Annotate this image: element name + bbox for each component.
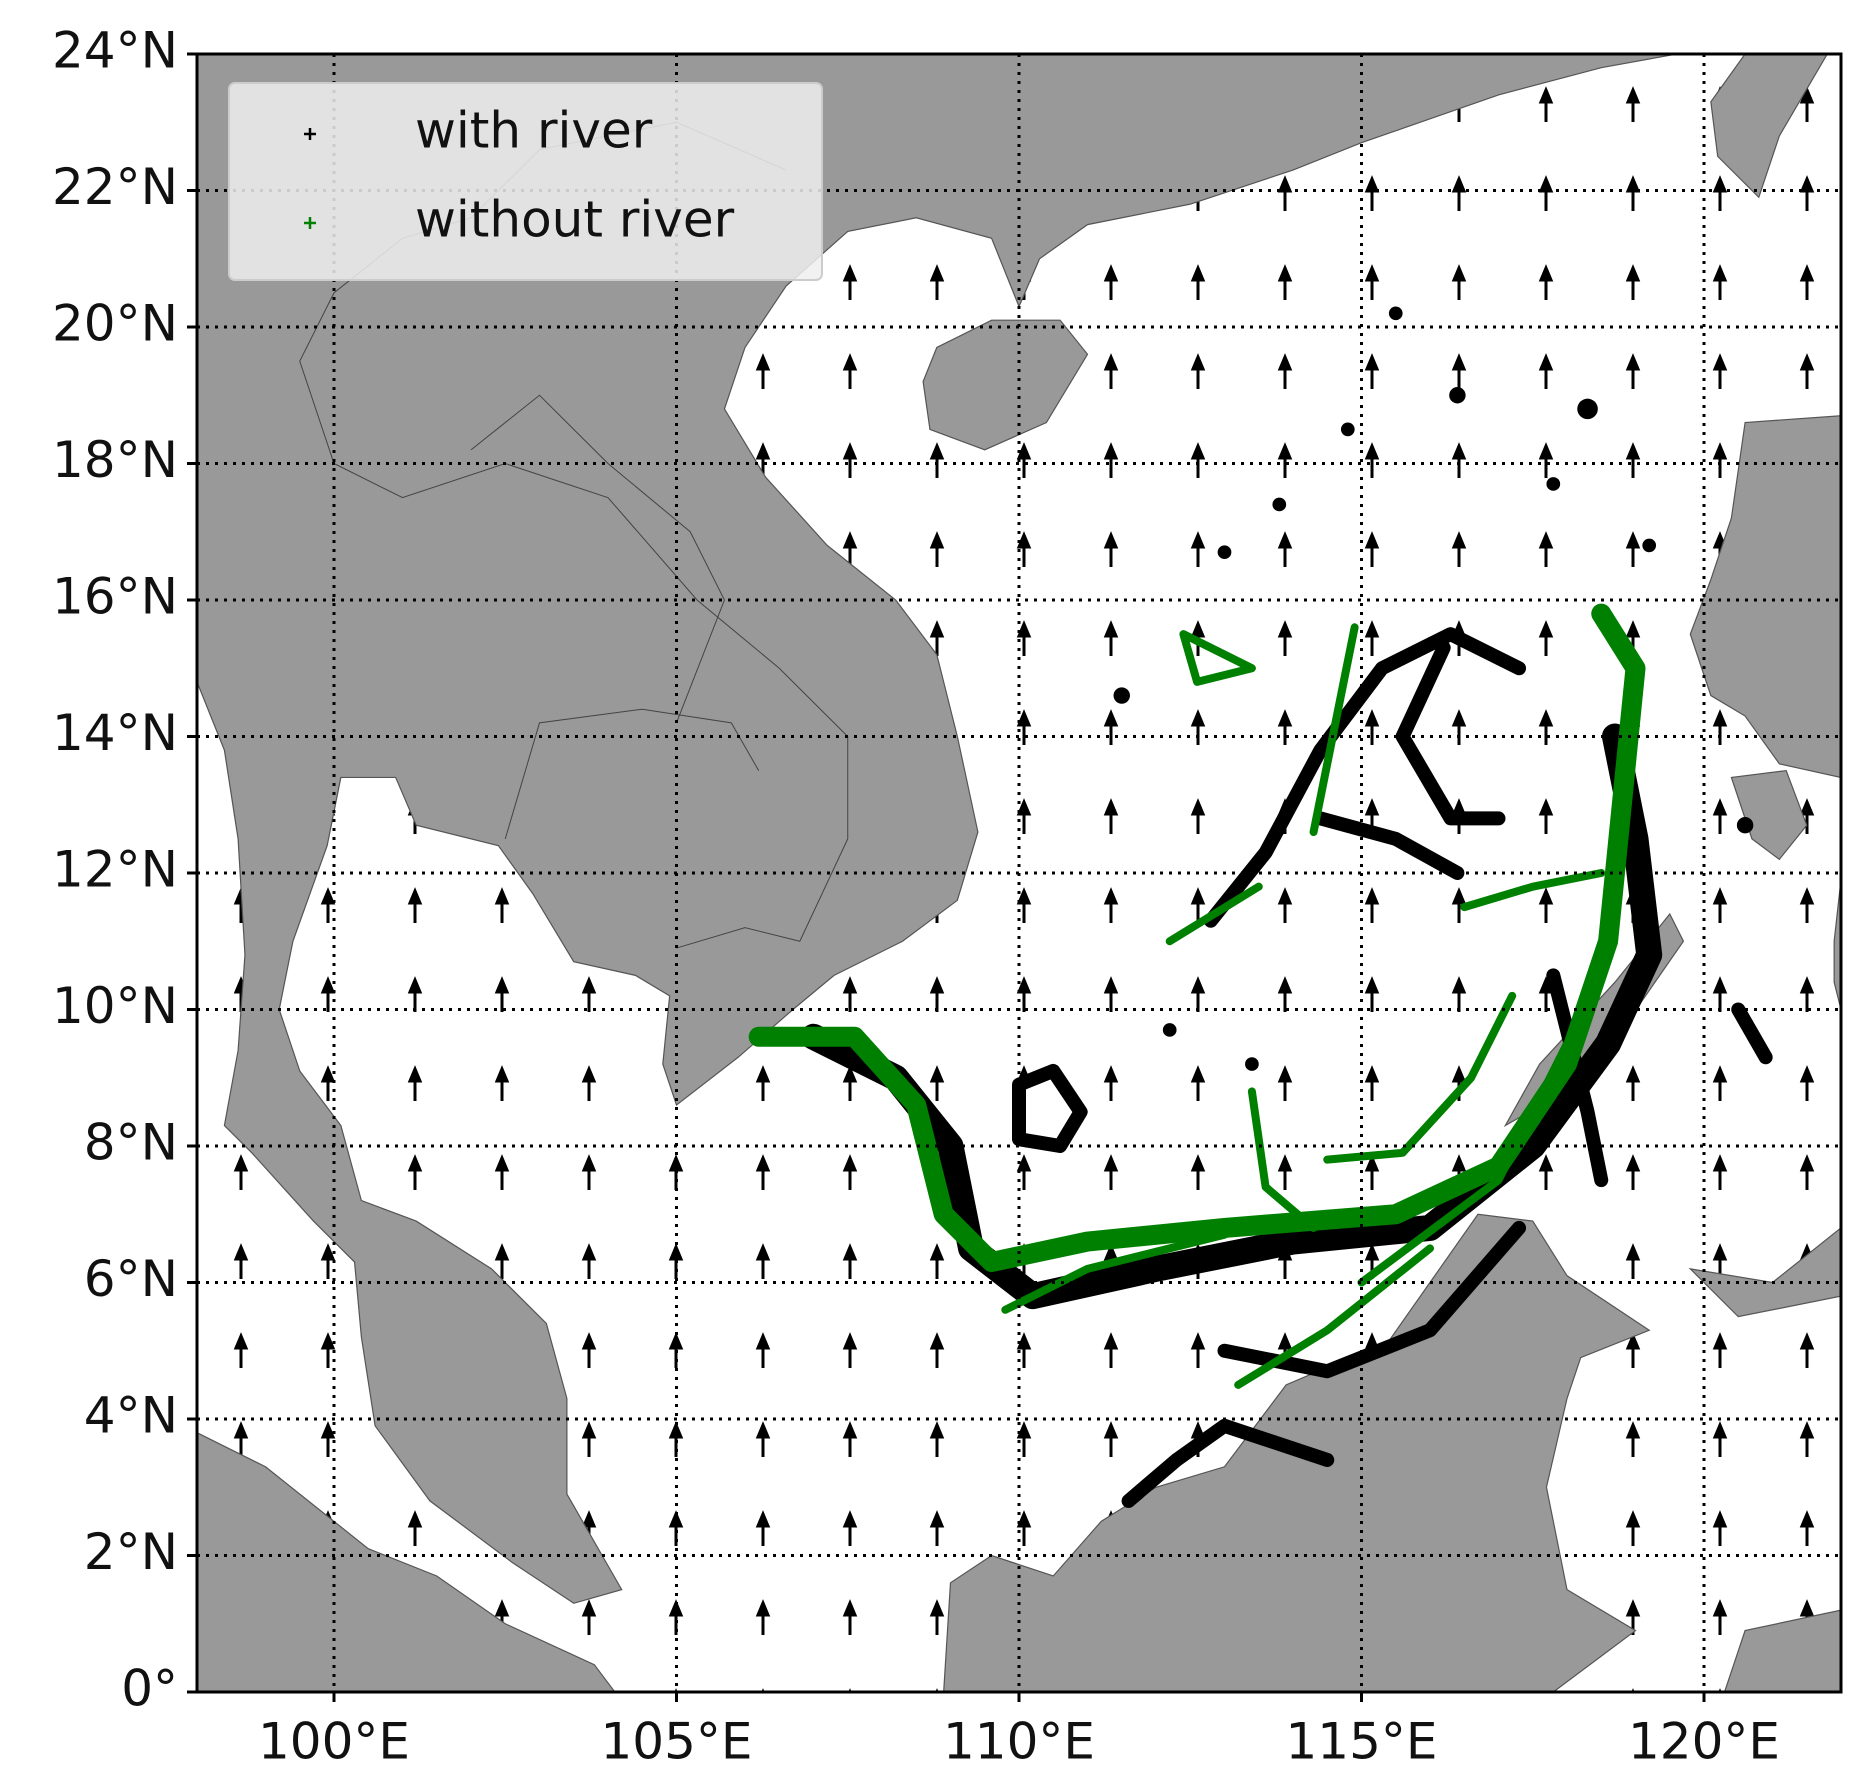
legend-label: without river [415,191,735,249]
particle [1340,422,1355,437]
legend-marker [304,217,316,229]
hainan [923,320,1087,450]
particle [1736,817,1754,834]
y-tick-label: 8°N [84,1114,178,1172]
river [471,395,724,723]
y-tick-label: 2°N [84,1523,178,1581]
y-tick-label: 4°N [84,1387,178,1445]
particle [1272,497,1287,512]
sumatra [197,1433,615,1692]
sulawesi [1725,1610,1841,1692]
y-tick-label: 16°N [52,568,178,626]
legend-marker [304,128,316,140]
particle [1162,1023,1177,1037]
scattered-particles [1113,306,1754,1071]
y-tick-label: 14°N [52,704,178,762]
y-tick-label: 18°N [52,431,178,489]
x-tick-label: 115°E [1285,1713,1437,1771]
y-tick-label: 10°N [52,977,178,1035]
luzon [1690,416,1841,778]
legend: with river without river [228,82,823,281]
y-tick-label: 6°N [84,1250,178,1308]
particle [1113,687,1130,704]
map-area [197,54,1841,1692]
particles [759,614,1766,1501]
x-tick-label: 120°E [1628,1713,1780,1771]
geography [197,54,1841,1692]
legend-box [228,82,823,281]
land [197,54,1841,1692]
legend-label: with river [415,102,653,160]
particle [1642,538,1657,553]
border-line [505,709,758,839]
particle [1449,387,1466,404]
y-tick-label: 24°N [52,22,178,80]
plot-frame [195,52,1843,1694]
x-tick-label: 100°E [258,1713,410,1771]
y-tick-label: 0° [121,1660,178,1718]
particle [1546,477,1561,491]
visayas [1834,880,1841,1010]
particle-cloud [814,737,1650,1297]
y-tick-label: 22°N [52,158,178,216]
sabah-north [1690,1228,1841,1317]
particle-cloud [1005,627,1601,1385]
particle [1388,306,1403,321]
particle [1245,1057,1259,1071]
x-tick-label: 105°E [600,1713,752,1771]
y-tick-label: 20°N [52,295,178,353]
taiwan [1711,54,1827,197]
particle [1577,398,1598,420]
particle [1217,545,1232,560]
x-tick-label: 110°E [943,1713,1095,1771]
y-tick-label: 12°N [52,841,178,899]
mainland-asia [197,54,1677,1603]
particle-cloud [1019,634,1766,1501]
